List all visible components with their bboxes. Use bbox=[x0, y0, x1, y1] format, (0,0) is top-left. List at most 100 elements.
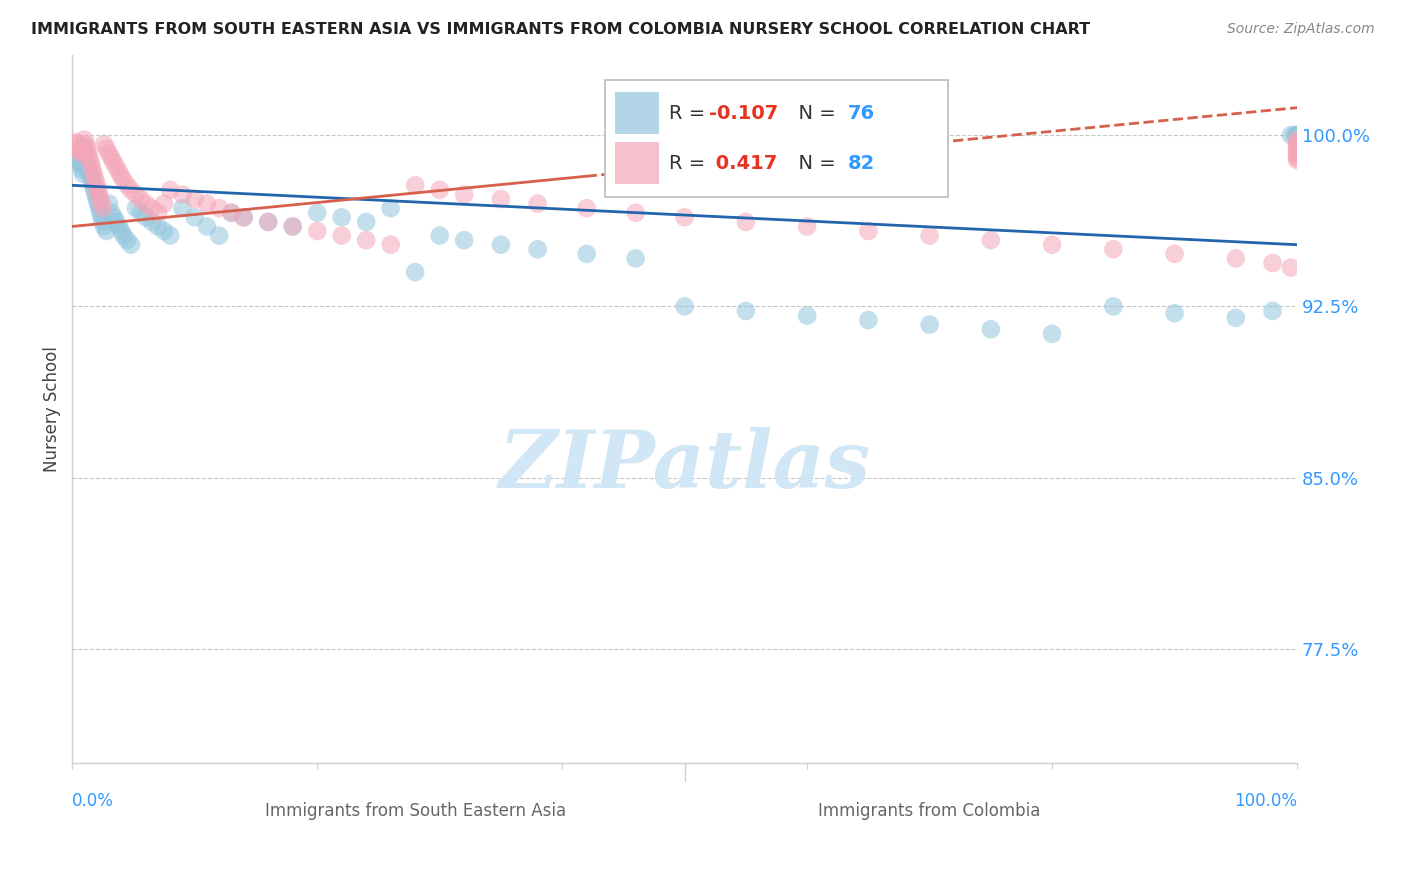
Point bbox=[73, 139, 96, 153]
Point bbox=[1286, 151, 1309, 165]
Point bbox=[86, 178, 108, 193]
Point bbox=[429, 228, 451, 243]
Point bbox=[1286, 128, 1309, 142]
Point bbox=[918, 228, 941, 243]
Point bbox=[66, 146, 89, 161]
Point bbox=[125, 201, 148, 215]
Point bbox=[89, 201, 111, 215]
Point bbox=[624, 206, 647, 220]
Text: ZIPatlas: ZIPatlas bbox=[499, 427, 870, 505]
Point bbox=[125, 187, 148, 202]
FancyBboxPatch shape bbox=[614, 143, 659, 184]
Point bbox=[257, 215, 280, 229]
Point bbox=[90, 196, 112, 211]
Point bbox=[734, 304, 756, 318]
Point bbox=[195, 196, 218, 211]
Point bbox=[66, 137, 89, 152]
Point bbox=[117, 233, 139, 247]
Y-axis label: Nursery School: Nursery School bbox=[44, 346, 60, 472]
Point bbox=[65, 135, 87, 149]
Point bbox=[1286, 128, 1309, 142]
Point bbox=[858, 224, 880, 238]
Text: R =: R = bbox=[669, 153, 711, 173]
Point bbox=[575, 247, 598, 261]
Point bbox=[980, 322, 1002, 336]
Point bbox=[354, 233, 377, 247]
Point bbox=[82, 178, 104, 193]
Point bbox=[183, 211, 205, 225]
Point bbox=[93, 137, 115, 152]
Text: N =: N = bbox=[786, 103, 842, 122]
Point bbox=[1286, 135, 1309, 149]
Point bbox=[526, 242, 548, 256]
Point bbox=[67, 142, 90, 156]
Point bbox=[796, 219, 818, 234]
Point bbox=[98, 146, 121, 161]
Point bbox=[1279, 128, 1302, 142]
Point bbox=[172, 187, 194, 202]
Point bbox=[153, 224, 176, 238]
Point bbox=[75, 148, 97, 162]
Point bbox=[918, 318, 941, 332]
Point bbox=[83, 169, 105, 184]
Point bbox=[183, 192, 205, 206]
Point bbox=[72, 144, 94, 158]
Point bbox=[1225, 310, 1247, 325]
Point bbox=[980, 233, 1002, 247]
Point bbox=[1261, 304, 1284, 318]
Point bbox=[281, 219, 304, 234]
Point bbox=[1286, 146, 1309, 161]
Point bbox=[734, 215, 756, 229]
Point bbox=[195, 219, 218, 234]
Point bbox=[307, 224, 329, 238]
Text: IMMIGRANTS FROM SOUTH EASTERN ASIA VS IMMIGRANTS FROM COLOMBIA NURSERY SCHOOL CO: IMMIGRANTS FROM SOUTH EASTERN ASIA VS IM… bbox=[31, 22, 1090, 37]
Point bbox=[87, 196, 110, 211]
Point bbox=[100, 206, 122, 220]
Point bbox=[1286, 153, 1309, 168]
Point bbox=[69, 158, 91, 172]
Text: N =: N = bbox=[786, 153, 842, 173]
Point bbox=[172, 201, 194, 215]
Point bbox=[79, 151, 101, 165]
Point bbox=[575, 201, 598, 215]
Point bbox=[96, 142, 118, 156]
Point bbox=[1286, 139, 1309, 153]
Point bbox=[1040, 326, 1063, 341]
Point bbox=[110, 224, 132, 238]
Point bbox=[526, 196, 548, 211]
Text: Source: ZipAtlas.com: Source: ZipAtlas.com bbox=[1227, 22, 1375, 37]
Point bbox=[1261, 256, 1284, 270]
Point bbox=[135, 211, 157, 225]
Point bbox=[112, 174, 135, 188]
Point bbox=[221, 206, 243, 220]
Point bbox=[146, 219, 169, 234]
Point bbox=[69, 144, 91, 158]
Point bbox=[76, 153, 98, 168]
Point bbox=[77, 146, 100, 161]
Point bbox=[91, 201, 114, 215]
Point bbox=[73, 133, 96, 147]
Point bbox=[107, 164, 129, 178]
Point bbox=[112, 228, 135, 243]
Point bbox=[69, 155, 91, 169]
Text: Immigrants from Colombia: Immigrants from Colombia bbox=[818, 802, 1040, 820]
Point bbox=[1286, 128, 1309, 142]
Text: R =: R = bbox=[669, 103, 711, 122]
Point bbox=[330, 211, 353, 225]
Point bbox=[89, 206, 111, 220]
Point bbox=[98, 196, 121, 211]
Text: -0.107: -0.107 bbox=[709, 103, 779, 122]
Point bbox=[1286, 137, 1309, 152]
Point bbox=[135, 196, 157, 211]
Point bbox=[404, 178, 426, 193]
Point bbox=[72, 167, 94, 181]
Point bbox=[86, 192, 108, 206]
Point bbox=[141, 201, 163, 215]
Point bbox=[117, 178, 139, 193]
Point bbox=[1163, 247, 1185, 261]
Point bbox=[67, 151, 90, 165]
Point bbox=[1102, 300, 1125, 314]
Point bbox=[1102, 242, 1125, 256]
Point bbox=[120, 237, 142, 252]
Point bbox=[330, 228, 353, 243]
